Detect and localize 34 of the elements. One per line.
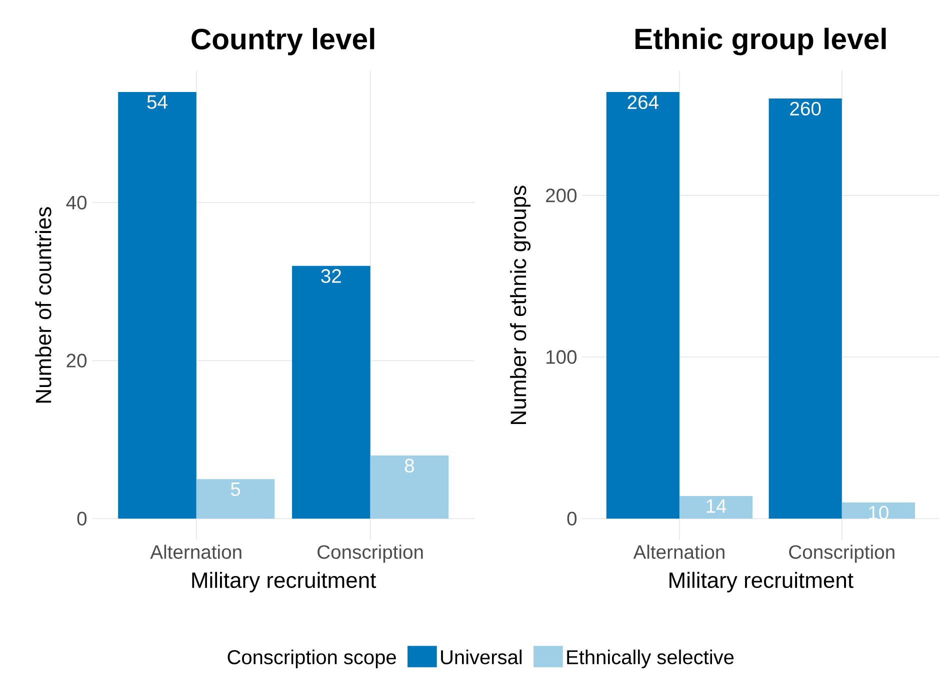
y-tick-label: 40 — [66, 196, 87, 210]
x-tick-label: Alternation — [150, 544, 242, 559]
data-label: 14 — [706, 499, 726, 513]
chart-title: Ethnic group level — [636, 28, 886, 56]
data-label: 5 — [230, 482, 240, 496]
bar — [768, 98, 842, 519]
chart-title: Country level — [192, 28, 374, 56]
legend-label: Universal — [441, 650, 522, 664]
bar — [292, 266, 370, 519]
y-tick-label: 0 — [77, 512, 87, 526]
x-tick-label: Alternation — [633, 544, 724, 559]
y-tick-label: 20 — [66, 354, 87, 368]
bar — [370, 455, 449, 519]
legend-title: Conscription scope — [228, 650, 396, 668]
bar — [118, 92, 196, 519]
y-axis-title: Number of ethnic groups — [510, 186, 531, 424]
bar — [196, 479, 275, 519]
y-tick-label: 100 — [546, 350, 577, 364]
bar — [842, 502, 915, 519]
data-label: 54 — [147, 95, 168, 109]
data-label: 264 — [628, 95, 658, 110]
data-label: 32 — [321, 269, 341, 283]
x-axis-title: Military recruitment — [192, 572, 376, 592]
x-tick-label: Conscription — [789, 544, 894, 563]
y-tick-label: 0 — [567, 512, 577, 526]
bar — [679, 496, 753, 519]
legend-label: Ethnically selective — [567, 650, 734, 668]
y-tick-label: 200 — [546, 188, 577, 202]
y-axis-title: Number of countries — [35, 207, 52, 403]
x-tick-label: Conscription — [318, 544, 423, 563]
data-label: 260 — [790, 102, 821, 116]
x-axis-title: Military recruitment — [670, 572, 854, 592]
data-label: 8 — [404, 458, 414, 473]
bar — [606, 92, 680, 519]
